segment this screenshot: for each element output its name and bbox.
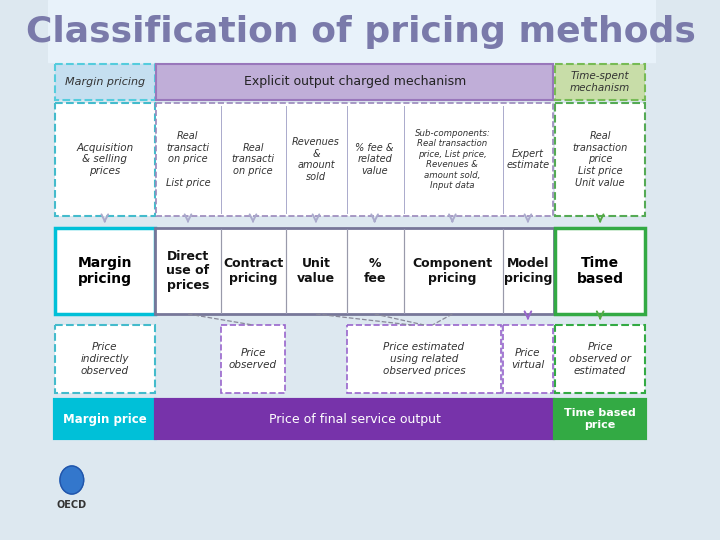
Text: Direct
use of
prices: Direct use of prices: [166, 249, 210, 293]
Bar: [221, 325, 284, 393]
Text: Expert
estimate: Expert estimate: [506, 148, 549, 170]
Bar: [555, 103, 645, 216]
Bar: [555, 64, 645, 100]
Text: %
fee: % fee: [364, 257, 386, 285]
Text: Price
indirectly
observed: Price indirectly observed: [81, 342, 129, 376]
Bar: [347, 325, 501, 393]
Text: Real
transacti
on price: Real transacti on price: [231, 143, 274, 176]
Bar: [156, 400, 553, 438]
Text: Time based
price: Time based price: [564, 408, 636, 430]
Text: OECD: OECD: [57, 500, 87, 510]
Bar: [55, 103, 155, 216]
Text: Acquisition
& selling
prices: Acquisition & selling prices: [76, 143, 133, 176]
Text: Real
transaction
price
List price
Unit value: Real transaction price List price Unit v…: [572, 131, 628, 188]
Text: Model
pricing: Model pricing: [504, 257, 552, 285]
Text: Margin
pricing: Margin pricing: [78, 256, 132, 286]
Bar: [156, 103, 553, 216]
Circle shape: [60, 466, 84, 494]
Bar: [156, 64, 553, 100]
Bar: [48, 0, 657, 62]
Bar: [555, 228, 645, 314]
Bar: [555, 400, 645, 438]
Bar: [55, 64, 155, 100]
Text: Margin pricing: Margin pricing: [65, 77, 145, 87]
Text: Time-spent
mechanism: Time-spent mechanism: [570, 71, 630, 93]
Text: Sub-components:
Real transaction
price, List price,
Revenues &
amount sold,
Inpu: Sub-components: Real transaction price, …: [415, 129, 490, 190]
Text: Price
virtual: Price virtual: [511, 348, 544, 370]
Text: Contract
pricing: Contract pricing: [223, 257, 283, 285]
Text: Time
based: Time based: [577, 256, 624, 286]
Text: Price of final service output: Price of final service output: [269, 413, 441, 426]
Bar: [55, 400, 155, 438]
Text: Price
observed or
estimated: Price observed or estimated: [569, 342, 631, 376]
Text: Price estimated
using related
observed prices: Price estimated using related observed p…: [383, 342, 465, 376]
Bar: [55, 228, 155, 314]
Text: Unit
value: Unit value: [297, 257, 335, 285]
Text: Component
pricing: Component pricing: [413, 257, 492, 285]
Text: % fee &
related
value: % fee & related value: [356, 143, 394, 176]
Bar: [55, 325, 155, 393]
Text: Revenues
&
amount
sold: Revenues & amount sold: [292, 137, 340, 182]
Bar: [555, 325, 645, 393]
Text: Classification of pricing methods: Classification of pricing methods: [26, 15, 696, 49]
Bar: [503, 325, 553, 393]
Text: Margin price: Margin price: [63, 413, 147, 426]
Text: Price
observed: Price observed: [229, 348, 277, 370]
Text: Real
transacti
on price

List price: Real transacti on price List price: [166, 131, 210, 188]
Text: Explicit output charged mechanism: Explicit output charged mechanism: [243, 76, 466, 89]
Bar: [156, 228, 554, 314]
